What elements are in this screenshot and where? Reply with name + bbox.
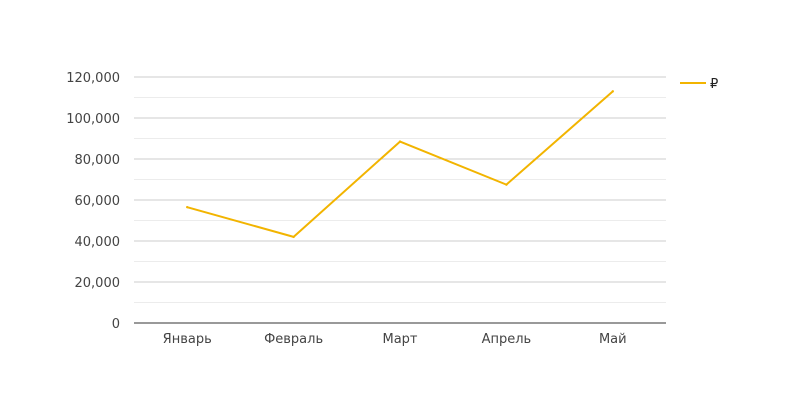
series-group [186, 90, 614, 239]
y-tick-label: 80,000 [75, 153, 121, 168]
y-tick-label: 0 [112, 317, 120, 332]
x-tick-label: Февраль [264, 332, 323, 347]
y-tick-label: 20,000 [75, 276, 121, 291]
x-tick-label: Март [382, 332, 417, 347]
x-axis-ticks: Январь Февраль Март Апрель Май [163, 332, 627, 347]
legend[interactable]: ₽ [680, 77, 718, 92]
gridlines [134, 76, 666, 303]
data-point [611, 90, 614, 93]
y-axis-ticks: 0 20,000 40,000 60,000 80,000 100,000 120,000 [66, 71, 120, 332]
x-tick-label: Апрель [482, 332, 532, 347]
x-tick-label: Май [599, 332, 627, 347]
y-tick-label: 60,000 [75, 194, 121, 209]
data-point [292, 235, 295, 239]
y-tick-label: 100,000 [66, 112, 120, 127]
y-tick-label: 40,000 [75, 235, 121, 250]
data-point [186, 205, 189, 209]
series-line [186, 90, 614, 238]
data-point [505, 183, 508, 186]
legend-label: ₽ [710, 77, 718, 92]
data-point [398, 140, 402, 143]
y-tick-label: 120,000 [66, 71, 120, 86]
x-tick-label: Январь [163, 332, 212, 347]
